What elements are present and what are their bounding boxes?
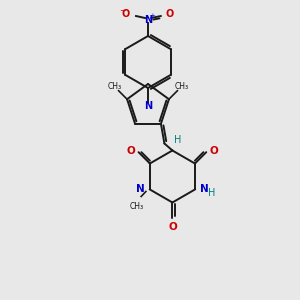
Text: O: O [122, 9, 130, 19]
Text: N: N [144, 101, 152, 111]
Text: H: H [174, 136, 182, 146]
Text: O: O [209, 146, 218, 156]
Text: CH₃: CH₃ [175, 82, 189, 91]
Text: O: O [168, 223, 177, 232]
Text: +: + [149, 13, 155, 19]
Text: CH₃: CH₃ [130, 202, 144, 211]
Text: N: N [136, 184, 145, 194]
Text: N: N [200, 184, 209, 194]
Text: H: H [208, 188, 215, 199]
Text: O: O [165, 9, 173, 19]
Text: O: O [127, 146, 136, 156]
Text: −: − [119, 7, 127, 16]
Text: CH₃: CH₃ [107, 82, 122, 91]
Text: N: N [144, 15, 152, 25]
